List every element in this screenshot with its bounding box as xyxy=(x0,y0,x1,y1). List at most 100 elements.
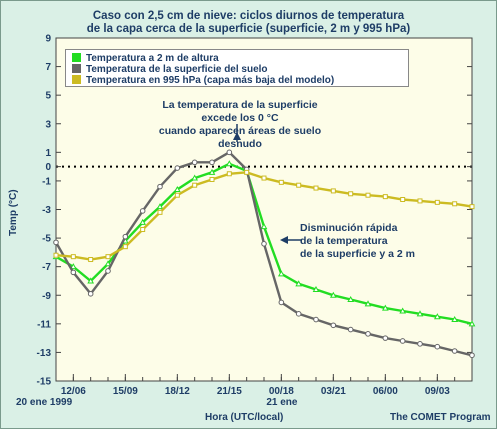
data-point xyxy=(226,149,233,156)
data-point xyxy=(191,159,198,166)
data-point xyxy=(191,174,199,181)
series-1 xyxy=(53,149,475,359)
data-point xyxy=(209,176,215,182)
data-point xyxy=(313,316,319,323)
data-point xyxy=(417,198,423,204)
y-tick-label: -5 xyxy=(42,234,51,245)
legend-swatch-995 xyxy=(72,75,81,84)
legend-label-2m: Temperatura a 2 m de altura xyxy=(86,53,219,64)
x-tick-label: 03/21 xyxy=(321,386,346,397)
y-tick-label: -1 xyxy=(42,176,51,187)
data-point xyxy=(105,254,111,260)
y-tick-label: -15 xyxy=(37,377,52,388)
data-point xyxy=(209,159,215,166)
y-tick-label: 7 xyxy=(45,62,51,73)
y-tick-label: -13 xyxy=(37,348,52,359)
y-axis-label: Temp (°C) xyxy=(8,189,19,236)
data-point xyxy=(312,286,320,293)
data-point xyxy=(122,233,129,240)
data-point xyxy=(140,227,146,233)
y-tick-label: 0 xyxy=(45,162,51,173)
data-point xyxy=(260,223,268,230)
legend-label-suelo: Temperatura de la superficie del suelo xyxy=(86,64,268,75)
annotation-surface-exceeds: La temperatura de la superficie excede l… xyxy=(150,99,330,151)
annotation-line-4: de la temperatura xyxy=(300,235,388,247)
data-point xyxy=(261,175,267,181)
data-point xyxy=(364,300,372,307)
annotation-line-1: La temperatura de la superficie excede l… xyxy=(162,99,318,124)
data-point xyxy=(365,192,371,198)
y-tick-label: 5 xyxy=(45,91,51,102)
y-tick-label: -11 xyxy=(37,319,51,330)
data-point xyxy=(381,304,389,311)
data-point xyxy=(88,257,94,263)
data-point xyxy=(261,241,267,247)
legend-item-2m: Temperatura a 2 m de altura xyxy=(72,53,219,65)
data-point xyxy=(156,203,164,210)
x-axis-label: Hora (UTC/local) xyxy=(205,412,284,423)
x-tick-label: 12/06 xyxy=(61,386,86,397)
annotation-rapid-drop: Disminución rápida de la temperatura de … xyxy=(300,222,440,261)
chart-subtitle: de la capa cerca de la superficie (super… xyxy=(86,23,411,35)
data-point xyxy=(452,201,458,207)
annotation-line-2: cuando aparecen áreas de suelo desnudo xyxy=(158,125,322,150)
data-point xyxy=(330,322,337,329)
y-tick-label: 1 xyxy=(45,148,51,159)
legend-item-995: Temperatura en 995 hPa (capa más baja de… xyxy=(72,75,334,87)
data-point xyxy=(313,185,319,191)
data-point xyxy=(382,194,388,200)
x-tick-label: 09/03 xyxy=(425,386,450,397)
data-point xyxy=(417,341,423,347)
chart-title: Caso con 2,5 cm de nieve: ciclos diurnos… xyxy=(92,10,405,22)
data-point xyxy=(451,316,459,323)
y-tick-label: -9 xyxy=(42,291,51,302)
data-point xyxy=(433,313,441,320)
x-tick-label: 15/09 xyxy=(113,386,138,397)
data-point xyxy=(399,307,407,314)
data-point xyxy=(192,182,198,188)
data-point xyxy=(348,191,354,197)
data-point xyxy=(347,296,355,303)
data-point xyxy=(173,185,181,192)
data-point xyxy=(87,277,95,284)
legend-swatch-suelo xyxy=(72,64,81,73)
data-point xyxy=(399,338,406,344)
annotation-arrowhead-left xyxy=(280,236,288,244)
annotation-line-3: Disminución rápida xyxy=(300,222,398,234)
data-point xyxy=(70,254,76,260)
x-date-label: 21 ene xyxy=(266,397,298,408)
credit-text: The COMET Program xyxy=(390,412,491,423)
data-point xyxy=(330,188,336,194)
data-point xyxy=(278,299,285,306)
data-point xyxy=(469,204,475,210)
plot-background xyxy=(55,37,473,382)
data-point xyxy=(104,260,112,267)
data-point xyxy=(174,165,181,171)
legend: Temperatura a 2 m de altura Temperatura … xyxy=(65,49,409,87)
x-tick-label: 06/00 xyxy=(373,386,398,397)
data-point xyxy=(468,320,476,327)
data-point xyxy=(400,196,406,202)
legend-label-995: Temperatura en 995 hPa (capa más baja de… xyxy=(86,75,335,86)
data-point xyxy=(451,348,458,354)
data-point xyxy=(53,252,59,258)
data-point xyxy=(244,169,250,175)
data-point xyxy=(174,192,180,198)
legend-swatch-2m xyxy=(72,53,81,62)
annotation-arrowhead-up xyxy=(233,132,241,140)
data-point xyxy=(53,239,59,246)
data-point xyxy=(157,183,163,190)
data-point xyxy=(329,291,337,298)
data-point xyxy=(434,343,441,350)
data-point xyxy=(295,311,302,317)
data-point xyxy=(226,171,232,177)
series-0 xyxy=(52,160,476,327)
data-point xyxy=(347,326,354,333)
x-tick-label: 00/18 xyxy=(269,386,294,397)
y-tick-label: -3 xyxy=(42,205,51,216)
series-2 xyxy=(53,169,475,263)
data-point xyxy=(157,209,163,215)
data-point xyxy=(139,208,146,214)
data-point xyxy=(70,269,77,276)
data-point xyxy=(295,280,303,287)
